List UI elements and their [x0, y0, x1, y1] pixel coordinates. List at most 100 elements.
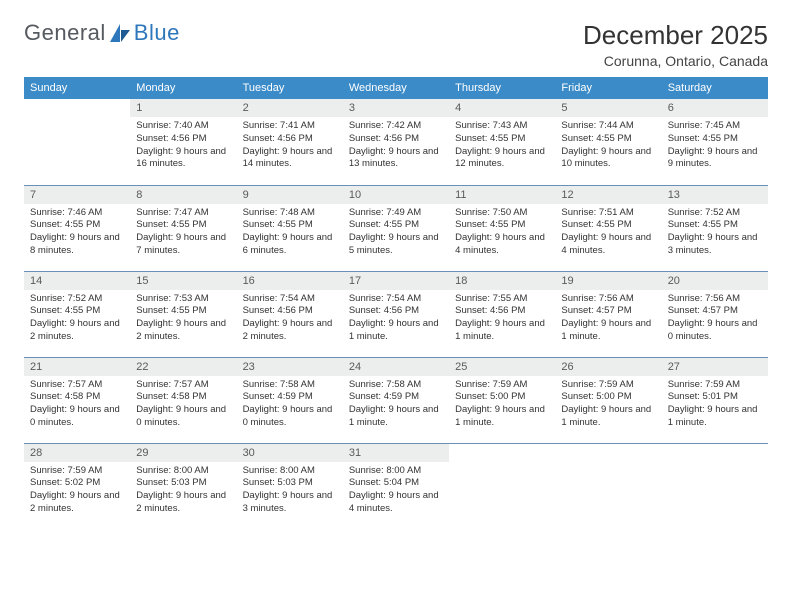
calendar-day-cell: 5Sunrise: 7:44 AMSunset: 4:55 PMDaylight… [555, 99, 661, 185]
sunrise-text: Sunrise: 7:54 AM [349, 293, 443, 306]
sunrise-text: Sunrise: 7:44 AM [561, 120, 655, 133]
day-number: 3 [343, 99, 449, 117]
calendar-day-cell: 29Sunrise: 8:00 AMSunset: 5:03 PMDayligh… [130, 443, 236, 529]
calendar-day-cell: 4Sunrise: 7:43 AMSunset: 4:55 PMDaylight… [449, 99, 555, 185]
sunset-text: Sunset: 4:55 PM [349, 219, 443, 232]
day-details: Sunrise: 7:44 AMSunset: 4:55 PMDaylight:… [555, 117, 661, 175]
calendar-day-cell: 28Sunrise: 7:59 AMSunset: 5:02 PMDayligh… [24, 443, 130, 529]
calendar-day-cell: 2Sunrise: 7:41 AMSunset: 4:56 PMDaylight… [237, 99, 343, 185]
calendar-day-cell: 6Sunrise: 7:45 AMSunset: 4:55 PMDaylight… [662, 99, 768, 185]
calendar-day-cell: 13Sunrise: 7:52 AMSunset: 4:55 PMDayligh… [662, 185, 768, 271]
header-bar: General Blue December 2025 Corunna, Onta… [24, 20, 768, 69]
day-number: 18 [449, 272, 555, 290]
sunset-text: Sunset: 4:58 PM [30, 391, 124, 404]
day-header: Thursday [449, 77, 555, 99]
calendar-day-cell: 11Sunrise: 7:50 AMSunset: 4:55 PMDayligh… [449, 185, 555, 271]
sunset-text: Sunset: 4:56 PM [243, 305, 337, 318]
daylight-text: Daylight: 9 hours and 2 minutes. [30, 490, 124, 516]
sunset-text: Sunset: 4:56 PM [349, 305, 443, 318]
sunset-text: Sunset: 4:57 PM [668, 305, 762, 318]
daylight-text: Daylight: 9 hours and 9 minutes. [668, 146, 762, 172]
day-details: Sunrise: 7:59 AMSunset: 5:02 PMDaylight:… [24, 462, 130, 520]
day-details: Sunrise: 7:56 AMSunset: 4:57 PMDaylight:… [662, 290, 768, 348]
sunrise-text: Sunrise: 7:49 AM [349, 207, 443, 220]
calendar-day-cell: 12Sunrise: 7:51 AMSunset: 4:55 PMDayligh… [555, 185, 661, 271]
daylight-text: Daylight: 9 hours and 4 minutes. [561, 232, 655, 258]
sunrise-text: Sunrise: 7:52 AM [30, 293, 124, 306]
day-header-row: Sunday Monday Tuesday Wednesday Thursday… [24, 77, 768, 99]
daylight-text: Daylight: 9 hours and 13 minutes. [349, 146, 443, 172]
day-header: Tuesday [237, 77, 343, 99]
day-details: Sunrise: 7:54 AMSunset: 4:56 PMDaylight:… [237, 290, 343, 348]
day-number: 4 [449, 99, 555, 117]
month-title: December 2025 [583, 20, 768, 51]
sail-icon [108, 22, 132, 44]
calendar-body: .. 1Sunrise: 7:40 AMSunset: 4:56 PMDaylig… [24, 99, 768, 529]
sunrise-text: Sunrise: 7:56 AM [561, 293, 655, 306]
day-header: Saturday [662, 77, 768, 99]
sunrise-text: Sunrise: 7:43 AM [455, 120, 549, 133]
calendar-week-row: ..1Sunrise: 7:40 AMSunset: 4:56 PMDaylig… [24, 99, 768, 185]
daylight-text: Daylight: 9 hours and 0 minutes. [136, 404, 230, 430]
daylight-text: Daylight: 9 hours and 0 minutes. [243, 404, 337, 430]
sunset-text: Sunset: 5:03 PM [136, 477, 230, 490]
day-number: 25 [449, 358, 555, 376]
calendar-day-cell: 30Sunrise: 8:00 AMSunset: 5:03 PMDayligh… [237, 443, 343, 529]
day-number: 7 [24, 186, 130, 204]
brand-logo: General Blue [24, 20, 180, 46]
calendar-day-cell: 23Sunrise: 7:58 AMSunset: 4:59 PMDayligh… [237, 357, 343, 443]
daylight-text: Daylight: 9 hours and 1 minute. [561, 318, 655, 344]
sunset-text: Sunset: 4:56 PM [349, 133, 443, 146]
day-number: 12 [555, 186, 661, 204]
sunrise-text: Sunrise: 7:47 AM [136, 207, 230, 220]
day-number: 16 [237, 272, 343, 290]
calendar-day-cell: .. [449, 443, 555, 529]
day-number: 21 [24, 358, 130, 376]
sunrise-text: Sunrise: 7:54 AM [243, 293, 337, 306]
day-number: 11 [449, 186, 555, 204]
sunset-text: Sunset: 4:55 PM [561, 133, 655, 146]
calendar-day-cell: 16Sunrise: 7:54 AMSunset: 4:56 PMDayligh… [237, 271, 343, 357]
daylight-text: Daylight: 9 hours and 7 minutes. [136, 232, 230, 258]
sunrise-text: Sunrise: 7:41 AM [243, 120, 337, 133]
daylight-text: Daylight: 9 hours and 14 minutes. [243, 146, 337, 172]
sunset-text: Sunset: 5:00 PM [561, 391, 655, 404]
sunset-text: Sunset: 4:57 PM [561, 305, 655, 318]
day-details: Sunrise: 7:49 AMSunset: 4:55 PMDaylight:… [343, 204, 449, 262]
daylight-text: Daylight: 9 hours and 2 minutes. [136, 490, 230, 516]
day-details: Sunrise: 7:42 AMSunset: 4:56 PMDaylight:… [343, 117, 449, 175]
calendar-day-cell: 9Sunrise: 7:48 AMSunset: 4:55 PMDaylight… [237, 185, 343, 271]
daylight-text: Daylight: 9 hours and 4 minutes. [455, 232, 549, 258]
day-number: 13 [662, 186, 768, 204]
daylight-text: Daylight: 9 hours and 1 minute. [455, 318, 549, 344]
day-details: Sunrise: 7:59 AMSunset: 5:01 PMDaylight:… [662, 376, 768, 434]
daylight-text: Daylight: 9 hours and 8 minutes. [30, 232, 124, 258]
sunrise-text: Sunrise: 7:59 AM [30, 465, 124, 478]
day-header: Sunday [24, 77, 130, 99]
sunset-text: Sunset: 4:55 PM [668, 219, 762, 232]
title-block: December 2025 Corunna, Ontario, Canada [583, 20, 768, 69]
calendar-day-cell: 18Sunrise: 7:55 AMSunset: 4:56 PMDayligh… [449, 271, 555, 357]
calendar-day-cell: 31Sunrise: 8:00 AMSunset: 5:04 PMDayligh… [343, 443, 449, 529]
sunset-text: Sunset: 4:55 PM [136, 219, 230, 232]
calendar-day-cell: 20Sunrise: 7:56 AMSunset: 4:57 PMDayligh… [662, 271, 768, 357]
day-number: 24 [343, 358, 449, 376]
day-details: Sunrise: 7:59 AMSunset: 5:00 PMDaylight:… [555, 376, 661, 434]
day-details: Sunrise: 8:00 AMSunset: 5:03 PMDaylight:… [237, 462, 343, 520]
sunrise-text: Sunrise: 7:45 AM [668, 120, 762, 133]
calendar-day-cell: 3Sunrise: 7:42 AMSunset: 4:56 PMDaylight… [343, 99, 449, 185]
day-number: 30 [237, 444, 343, 462]
sunrise-text: Sunrise: 8:00 AM [349, 465, 443, 478]
sunset-text: Sunset: 4:59 PM [243, 391, 337, 404]
sunrise-text: Sunrise: 7:55 AM [455, 293, 549, 306]
daylight-text: Daylight: 9 hours and 0 minutes. [30, 404, 124, 430]
day-details: Sunrise: 7:54 AMSunset: 4:56 PMDaylight:… [343, 290, 449, 348]
calendar-day-cell: 1Sunrise: 7:40 AMSunset: 4:56 PMDaylight… [130, 99, 236, 185]
daylight-text: Daylight: 9 hours and 0 minutes. [668, 318, 762, 344]
sunset-text: Sunset: 4:58 PM [136, 391, 230, 404]
sunrise-text: Sunrise: 7:59 AM [561, 379, 655, 392]
sunset-text: Sunset: 4:55 PM [30, 305, 124, 318]
day-number: 14 [24, 272, 130, 290]
day-number: 1 [130, 99, 236, 117]
sunrise-text: Sunrise: 7:46 AM [30, 207, 124, 220]
